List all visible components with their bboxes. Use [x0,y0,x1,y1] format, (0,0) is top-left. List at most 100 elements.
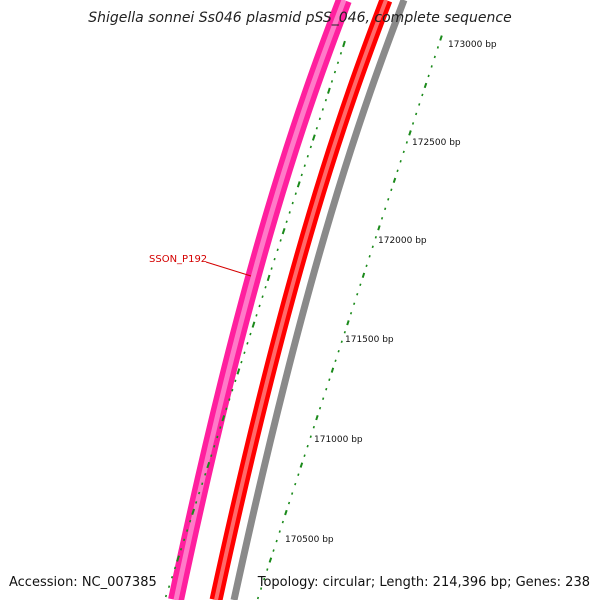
inner-minor-tick [270,267,273,270]
inner-minor-tick [246,342,249,345]
inner-minor-tick [294,192,297,195]
outer-minor-tick [325,387,328,391]
outer-major-tick [299,462,304,468]
inner-minor-tick [234,379,237,383]
inner-minor-tick [336,61,340,65]
outer-minor-tick [260,587,263,590]
outer-minor-tick [380,217,384,220]
inner-minor-tick [183,538,186,542]
outer-minor-tick [433,55,436,59]
outer-major-tick [423,82,428,89]
tick-label-171000: 171000 bp [314,435,363,445]
inner-minor-tick [264,285,267,289]
outer-minor-tick [402,150,405,154]
outer-major-tick [361,272,366,278]
inner-major-tick [281,227,286,235]
outer-minor-tick [374,236,377,239]
outer-minor-tick [281,520,284,524]
outer-minor-tick [303,454,306,457]
inner-gene-band-highlight [214,0,388,600]
accession-label: Accession: NC_007385 [9,575,157,590]
outer-minor-tick [421,93,424,97]
outer-minor-tick [368,255,371,258]
inner-minor-tick [273,257,276,261]
inner-minor-tick [276,248,279,252]
inner-minor-tick [173,566,177,570]
inner-minor-tick [231,388,234,392]
outer-major-tick [315,414,319,421]
map-title: Shigella sonnei Ss046 plasmid pSS_046, c… [88,10,511,26]
inner-major-tick [251,321,256,328]
inner-minor-tick [318,117,321,121]
inner-minor-tick [315,126,318,130]
inner-minor-tick [179,547,183,551]
outer-minor-tick [297,473,300,476]
outer-major-tick [392,177,397,184]
inner-minor-tick [164,594,168,598]
inner-major-tick [191,508,196,516]
inner-minor-tick [303,164,306,167]
tick-label-173000: 173000 bp [448,40,497,50]
inner-minor-tick [216,435,219,439]
inner-major-tick [176,555,180,562]
outer-minor-tick [294,482,297,486]
outer-minor-tick [343,330,346,334]
outer-minor-tick [384,207,387,211]
inner-minor-tick [255,314,258,317]
inner-minor-tick [213,445,216,448]
outer-minor-tick [309,435,312,438]
inner-minor-tick [225,407,228,411]
gene-annotation[interactable]: SSON_P192 [149,254,252,277]
outer-major-tick [439,35,443,41]
inner-major-tick [296,181,301,188]
tick-label-172000: 172000 bp [378,236,427,246]
inner-minor-tick [330,80,334,83]
outer-minor-tick [318,406,322,410]
outer-minor-tick [356,292,359,296]
feature-tracks [168,0,408,600]
inner-minor-tick [333,70,337,74]
inner-minor-tick [167,585,171,588]
sequence-summary: Topology: circular; Length: 214,396 bp; … [257,575,590,590]
inner-minor-tick [306,154,309,158]
inner-minor-tick [285,220,288,224]
outer-minor-tick [390,188,393,192]
inner-minor-tick [170,575,174,579]
inner-minor-tick [186,529,189,532]
outer-minor-tick [349,311,353,315]
inner-major-tick [206,461,211,469]
outer-major-tick [330,367,335,373]
inner-major-tick [311,134,316,141]
backbone-track [230,0,408,600]
outer-minor-tick [427,74,430,78]
outer-minor-tick [328,378,331,381]
inner-minor-tick [201,482,204,486]
outer-gene-band[interactable] [168,0,352,600]
outer-gene-band-highlight [173,0,347,600]
tick-label-171500: 171500 bp [345,335,394,345]
inner-minor-tick [243,351,246,355]
outer-minor-tick [306,444,309,448]
inner-minor-tick [249,332,252,336]
outer-minor-tick [291,492,294,495]
outer-minor-tick [405,141,408,144]
outer-minor-tick [436,46,439,49]
outer-minor-tick [399,160,402,163]
inner-major-tick [327,87,331,94]
outer-minor-tick [287,501,291,505]
outer-minor-tick [312,425,315,429]
outer-major-tick [377,225,381,231]
outer-minor-tick [371,245,374,249]
gene-label-leader-line [205,261,252,277]
inner-minor-tick [300,173,303,177]
outer-minor-tick [418,103,421,106]
outer-minor-tick [337,349,340,353]
inner-major-tick [221,415,226,422]
inner-minor-tick [309,145,312,149]
gene-label-sson-p192[interactable]: SSON_P192 [149,254,207,265]
inner-tick-marks [164,40,346,598]
inner-minor-tick [279,239,282,242]
tick-label-170500: 170500 bp [285,535,334,545]
inner-minor-tick [189,519,192,523]
outer-minor-tick [278,530,281,533]
